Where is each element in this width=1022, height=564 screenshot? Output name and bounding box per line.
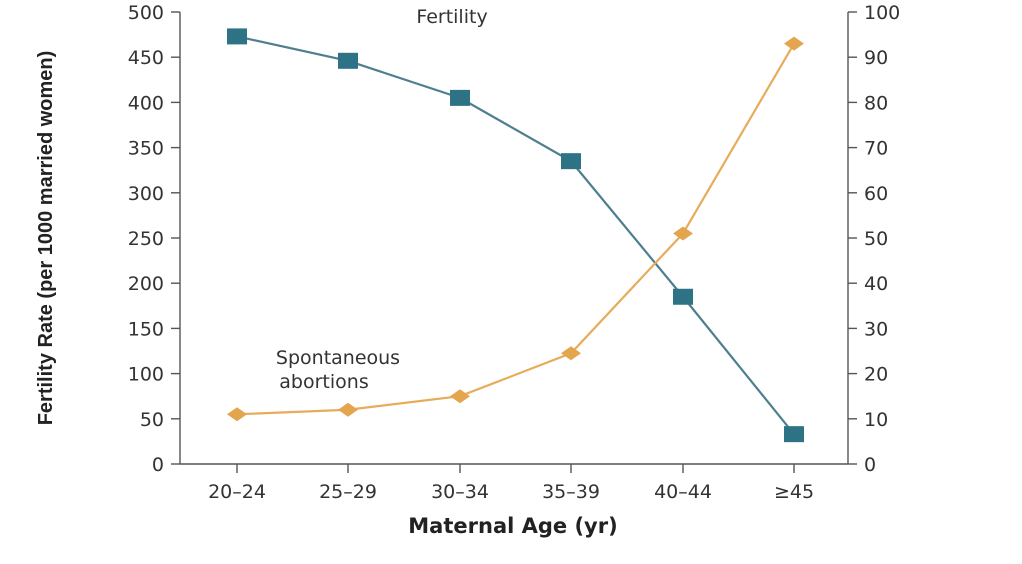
series-line-1 (236, 35, 795, 435)
data-point-square (673, 288, 693, 305)
y-tick-label: 400 (128, 92, 164, 114)
y2-tick-label: 40 (864, 273, 888, 295)
y2-tick-label: 50 (864, 228, 888, 250)
y2-tick-label: 30 (864, 318, 888, 340)
y-tick-label: 350 (128, 138, 164, 160)
data-point-square (227, 28, 247, 45)
y2-tick-label: 0 (864, 454, 876, 476)
data-point-square (450, 89, 470, 106)
data-point-diamond (673, 226, 693, 241)
y-tick-label: 450 (128, 47, 164, 69)
y2-tick-label: 60 (864, 183, 888, 205)
x-tick-label: ≥45 (774, 481, 814, 503)
y2-tick-label: 10 (864, 409, 888, 431)
spontaneous-abortions-label-line-2: abortions (279, 371, 368, 393)
y-tick-label: 300 (128, 183, 164, 205)
y2-tick-label: 90 (864, 47, 888, 69)
axes (179, 12, 849, 465)
data-point-diamond (227, 407, 247, 422)
y-tick-label: 50 (140, 409, 164, 431)
series-layer (227, 28, 804, 443)
x-axis-title: Maternal Age (yr) (408, 514, 617, 538)
data-point-diamond (450, 389, 470, 404)
y-tick-label: 0 (152, 454, 164, 476)
fertility-label: Fertility (416, 6, 487, 28)
x-ticks: 20–24 25–29 30–34 35–39 40–44 ≥45 (208, 464, 814, 503)
x-tick-label: 25–29 (319, 481, 377, 503)
data-point-diamond (784, 36, 804, 51)
spontaneous-abortions-label-line-1: Spontaneous (276, 347, 400, 369)
x-tick-label: 40–44 (654, 481, 712, 503)
y2-tick-label: 20 (864, 364, 888, 386)
data-point-square (338, 52, 358, 69)
data-point-diamond (561, 346, 581, 361)
y-tick-label: 250 (128, 228, 164, 250)
x-tick-label: 20–24 (208, 481, 266, 503)
x-tick-label: 35–39 (542, 481, 600, 503)
y2-tick-label: 70 (864, 138, 888, 160)
y-tick-label: 150 (128, 318, 164, 340)
series-line-2 (236, 43, 795, 416)
y-ticks-left: 0 50 100 150 200 250 300 350 400 450 500 (128, 2, 180, 476)
y2-tick-label: 80 (864, 92, 888, 114)
y-axis-title: Fertility Rate (per 1000 married women) (35, 51, 57, 426)
x-tick-label: 30–34 (431, 481, 489, 503)
data-point-square (784, 426, 804, 443)
y-tick-label: 100 (128, 364, 164, 386)
y2-tick-label: 100 (864, 2, 900, 24)
data-point-diamond (338, 402, 358, 417)
data-point-square (561, 153, 581, 170)
y-tick-label: 200 (128, 273, 164, 295)
y-ticks-right: 0 10 20 30 40 50 60 70 80 90 100 (848, 2, 900, 476)
y-tick-label: 500 (128, 2, 164, 24)
